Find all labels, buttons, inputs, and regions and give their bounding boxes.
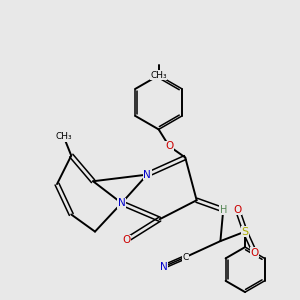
Text: S: S <box>242 226 249 237</box>
Text: O: O <box>233 205 242 215</box>
Text: CH₃: CH₃ <box>150 71 167 80</box>
Text: O: O <box>250 248 259 257</box>
Text: CH₃: CH₃ <box>55 132 72 141</box>
Text: N: N <box>160 262 167 272</box>
Text: C: C <box>182 253 188 262</box>
Text: N: N <box>143 169 151 180</box>
Text: O: O <box>122 235 130 245</box>
Text: H: H <box>220 205 227 215</box>
Text: N: N <box>118 198 125 208</box>
Text: O: O <box>165 141 173 151</box>
